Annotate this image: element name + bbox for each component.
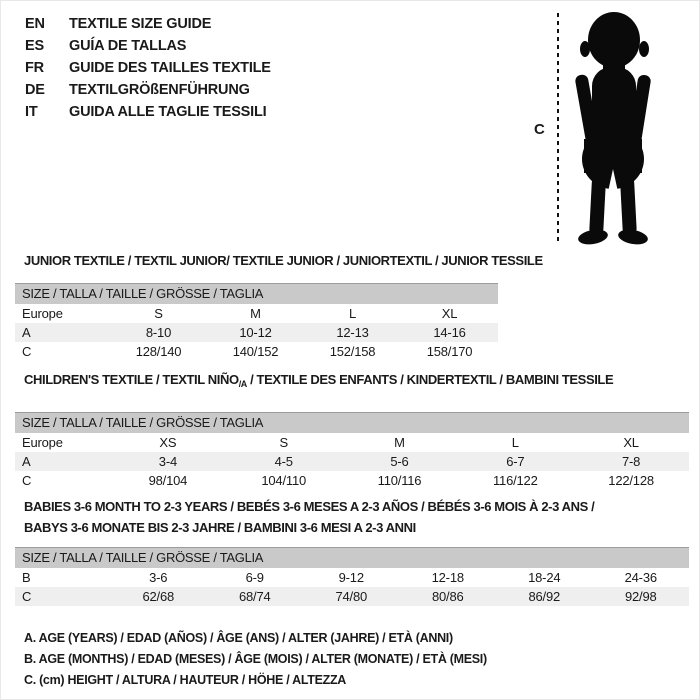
footnote-line: A. AGE (YEARS) / EDAD (AÑOS) / ÂGE (ANS)… (24, 631, 453, 645)
size-value-cell: 3-4 (158, 454, 177, 469)
size-value-cell: 80/86 (431, 589, 464, 604)
language-row: FR GUIDE DES TAILLES TEXTILE (25, 57, 271, 79)
section-junior-textile: JUNIOR TEXTILE / TEXTIL JUNIOR/ TEXTILE … (15, 253, 543, 361)
size-table-row: B 3-6 6-9 9-12 12-18 18-24 24-36 (15, 568, 689, 587)
language-label: GUÍA DE TALLAS (69, 38, 187, 54)
size-value-cell: 6-9 (245, 570, 264, 585)
size-table-row: Europe XS S M L XL (15, 433, 689, 452)
section-title-line: BABIES 3-6 MONTH TO 2-3 YEARS / BEBÉS 3-… (24, 499, 595, 514)
size-value-cell: 98/104 (148, 473, 188, 488)
size-value-cell: 68/74 (238, 589, 271, 604)
section-title-line: CHILDREN'S TEXTILE / TEXTIL NIÑO/A / TEX… (24, 372, 614, 389)
section-title-line: BABYS 3-6 MONATE BIS 2-3 JAHRE / BAMBINI… (24, 520, 416, 535)
size-value-cell: 4-5 (274, 454, 293, 469)
language-label: TEXTILGRÖßENFÜHRUNG (69, 82, 250, 98)
section-childrens-textile: CHILDREN'S TEXTILE / TEXTIL NIÑO/A / TEX… (15, 372, 689, 490)
size-table: B 3-6 6-9 9-12 12-18 18-24 24-36 C 62/68 68/74 74/… (15, 568, 689, 606)
height-measure-line (557, 13, 559, 245)
size-value-cell: 3-6 (149, 570, 168, 585)
row-label: Europe (22, 435, 63, 450)
size-value-cell: 122/128 (608, 473, 654, 488)
section-title: CHILDREN'S TEXTILE / TEXTIL NIÑO/A / TEX… (24, 372, 689, 392)
size-table-row: C 128/140 140/152 152/158 158/170 (15, 342, 498, 361)
row-label: B (22, 570, 31, 585)
size-value-cell: 24-36 (624, 570, 657, 585)
size-value-cell: L (511, 435, 519, 450)
language-list: EN TEXTILE SIZE GUIDE ES GUÍA DE TALLAS FR GU… (25, 13, 271, 123)
size-value-cell: 7-8 (621, 454, 641, 469)
size-value-cell: 5-6 (390, 454, 409, 469)
size-value-cell: M (394, 435, 405, 450)
size-table: Europe S M L XL A 8-10 10-12 12-13 14-16 C 128/140 1… (15, 304, 498, 361)
language-row: EN TEXTILE SIZE GUIDE (25, 13, 271, 35)
size-value-cell: 128/140 (135, 344, 182, 359)
size-table: Europe XS S M L XL A 3-4 4-5 5-6 6-7 7-8 C 98/104 104/… (15, 433, 689, 490)
size-value-cell: S (279, 435, 288, 450)
footnote-line: C. (cm) HEIGHT / ALTURA / HAUTEUR / HÖHE… (24, 673, 347, 687)
language-code: DE (25, 82, 45, 98)
size-value-cell: S (154, 306, 163, 321)
section-title-line: JUNIOR TEXTILE / TEXTIL JUNIOR/ TEXTILE … (24, 253, 543, 268)
size-value-cell: 158/170 (426, 344, 473, 359)
size-value-cell: 110/116 (377, 473, 422, 488)
size-table-row: Europe S M L XL (15, 304, 498, 323)
size-value-cell: 9-12 (338, 570, 364, 585)
size-value-cell: 62/68 (142, 589, 175, 604)
height-measure-label: C (534, 121, 545, 138)
language-row: IT GUIDA ALLE TAGLIE TESSILI (25, 101, 271, 123)
size-header-bar: SIZE / TALLA / TAILLE / GRÖSSE / TAGLIA (15, 283, 498, 304)
language-code: IT (25, 104, 38, 120)
row-label: C (22, 344, 32, 359)
size-value-cell: M (250, 306, 261, 321)
size-value-cell: 14-16 (433, 325, 466, 340)
size-value-cell: 140/152 (232, 344, 279, 359)
size-table-row: A 3-4 4-5 5-6 6-7 7-8 (15, 452, 689, 471)
row-label: A (22, 325, 31, 340)
size-value-cell: 74/80 (335, 589, 368, 604)
row-label: C (22, 589, 32, 604)
size-value-cell: 12-13 (336, 325, 369, 340)
size-header-bar: SIZE / TALLA / TAILLE / GRÖSSE / TAGLIA (15, 412, 689, 433)
size-value-cell: L (348, 306, 357, 321)
size-value-cell: 18-24 (528, 570, 561, 585)
language-label: GUIDA ALLE TAGLIE TESSILI (69, 104, 267, 120)
footnote-line: B. AGE (MONTHS) / EDAD (MESES) / ÂGE (MO… (24, 652, 487, 666)
size-value-cell: 10-12 (239, 325, 272, 340)
language-code: FR (25, 60, 44, 76)
row-label: C (22, 473, 32, 488)
row-label: Europe (22, 306, 63, 321)
section-babies: BABIES 3-6 MONTH TO 2-3 YEARS / BEBÉS 3-… (15, 496, 689, 606)
language-label: TEXTILE SIZE GUIDE (69, 16, 212, 32)
language-label: GUIDE DES TAILLES TEXTILE (69, 60, 271, 76)
size-table-row: C 62/68 68/74 74/80 80/86 86/92 92/98 (15, 587, 689, 606)
section-title: BABIES 3-6 MONTH TO 2-3 YEARS / BEBÉS 3-… (24, 496, 689, 538)
size-value-cell: 8-10 (145, 325, 172, 340)
row-label: A (22, 454, 31, 469)
footnotes: A. AGE (YEARS) / EDAD (AÑOS) / ÂGE (ANS)… (24, 628, 487, 691)
language-row: ES GUÍA DE TALLAS (25, 35, 271, 57)
language-row: DE TEXTILGRÖßENFÜHRUNG (25, 79, 271, 101)
size-table-row: A 8-10 10-12 12-13 14-16 (15, 323, 498, 342)
size-value-cell: 152/158 (329, 344, 376, 359)
size-value-cell: 86/92 (528, 589, 561, 604)
size-value-cell: 6-7 (506, 454, 525, 469)
section-title: JUNIOR TEXTILE / TEXTIL JUNIOR/ TEXTILE … (24, 253, 543, 268)
size-value-cell: XL (441, 306, 458, 321)
size-value-cell: 92/98 (624, 589, 657, 604)
size-value-cell: XL (623, 435, 639, 450)
size-header-bar: SIZE / TALLA / TAILLE / GRÖSSE / TAGLIA (15, 547, 689, 568)
size-value-cell: 116/122 (492, 473, 538, 488)
size-value-cell: XS (159, 435, 177, 450)
size-value-cell: 104/110 (261, 473, 307, 488)
size-value-cell: 12-18 (431, 570, 464, 585)
language-code: EN (25, 16, 45, 32)
size-table-row: C 98/104 104/110 110/116 116/122 122/128 (15, 471, 689, 490)
toddler-silhouette-icon (575, 12, 651, 245)
language-code: ES (25, 38, 44, 54)
